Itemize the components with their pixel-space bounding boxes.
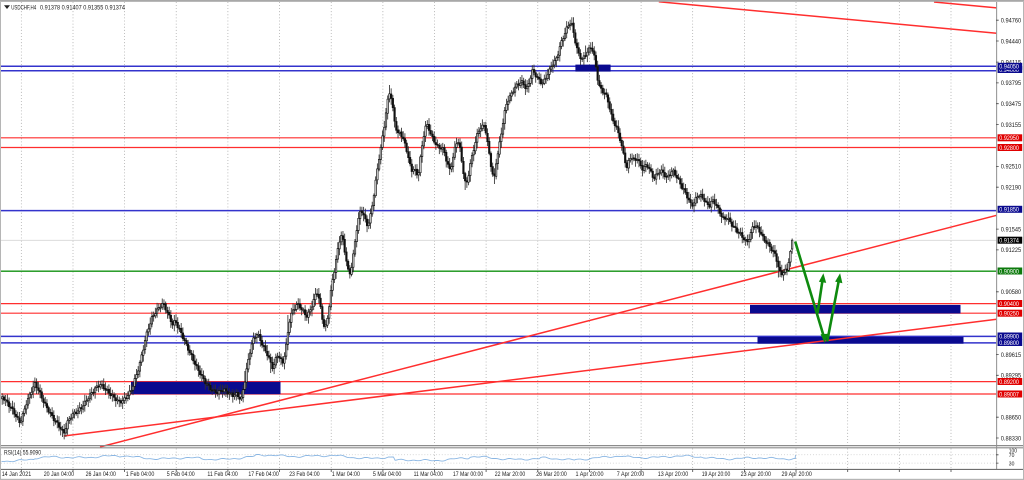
svg-text:0.89007: 0.89007 [999,392,1019,398]
svg-text:0.94000: 0.94000 [999,68,1019,74]
svg-text:23 Feb 04:00: 23 Feb 04:00 [289,471,320,478]
svg-text:11 Mar 04:00: 11 Mar 04:00 [414,471,444,478]
svg-text:0.89900: 0.89900 [999,334,1019,340]
svg-text:0.91225: 0.91225 [1001,247,1022,254]
svg-text:0.89615: 0.89615 [1001,352,1022,359]
svg-text:0.88330: 0.88330 [1001,435,1022,442]
svg-text:5 Mar 04:00: 5 Mar 04:00 [373,471,402,478]
svg-text:11 Feb 04:00: 11 Feb 04:00 [207,471,238,478]
svg-text:0.94440: 0.94440 [1001,38,1022,45]
svg-text:0.92510: 0.92510 [1001,164,1022,171]
svg-text:0.92800: 0.92800 [999,146,1019,152]
svg-text:5 Feb 04:00: 5 Feb 04:00 [167,471,195,478]
svg-text:20 Jan 04:00: 20 Jan 04:00 [44,471,75,478]
svg-text:22 Mar 20:00: 22 Mar 20:00 [495,471,526,478]
svg-text:RSI(14) 55.9090: RSI(14) 55.9090 [4,449,41,456]
svg-text:0.94050: 0.94050 [999,65,1019,71]
svg-text:0.89800: 0.89800 [999,341,1019,347]
svg-text:14 Jan 2021: 14 Jan 2021 [2,471,32,478]
svg-text:100: 100 [1009,448,1017,454]
svg-text:19 Apr 20:00: 19 Apr 20:00 [702,471,731,478]
svg-text:0.94760: 0.94760 [1001,17,1022,24]
svg-text:0.90900: 0.90900 [999,269,1019,275]
svg-text:0.93155: 0.93155 [1001,122,1022,129]
svg-text:29 Apr 20:00: 29 Apr 20:00 [782,471,813,478]
svg-text:USDCHF,H4: USDCHF,H4 [11,5,36,12]
svg-text:1 Feb 04:00: 1 Feb 04:00 [126,471,155,478]
svg-text:23 Apr 20:00: 23 Apr 20:00 [741,471,772,478]
svg-text:0.90400: 0.90400 [999,302,1019,308]
svg-text:1 Apr 20:00: 1 Apr 20:00 [576,471,604,478]
svg-text:70: 70 [1009,453,1015,459]
svg-text:0.89200: 0.89200 [999,380,1019,386]
svg-text:1 Mar 04:00: 1 Mar 04:00 [332,471,360,478]
svg-text:0.92190: 0.92190 [1001,184,1022,191]
svg-text:0.92950: 0.92950 [999,136,1019,142]
svg-text:0.89295: 0.89295 [1001,373,1022,380]
svg-text:0.93795: 0.93795 [1001,80,1022,87]
svg-text:17 Mar 00:00: 17 Mar 00:00 [453,471,484,478]
svg-text:26 Mar 20:00: 26 Mar 20:00 [536,471,567,478]
svg-text:26 Jan 04:00: 26 Jan 04:00 [86,471,117,478]
svg-text:0.91378 0.91407 0.91355 0.9137: 0.91378 0.91407 0.91355 0.91374 [40,5,125,12]
svg-text:0.90250: 0.90250 [999,312,1019,318]
svg-text:13 Apr 20:00: 13 Apr 20:00 [658,471,689,478]
svg-text:0.91545: 0.91545 [1001,226,1022,233]
svg-text:30: 30 [1009,461,1015,467]
svg-text:0.90580: 0.90580 [1001,289,1022,296]
svg-text:17 Feb 04:00: 17 Feb 04:00 [248,471,279,478]
svg-text:0.93475: 0.93475 [1001,101,1022,108]
svg-text:7 Apr 20:00: 7 Apr 20:00 [617,471,645,478]
svg-text:0.88650: 0.88650 [1001,415,1022,422]
svg-text:0.91374: 0.91374 [999,239,1019,245]
svg-text:0.91850: 0.91850 [999,208,1019,214]
